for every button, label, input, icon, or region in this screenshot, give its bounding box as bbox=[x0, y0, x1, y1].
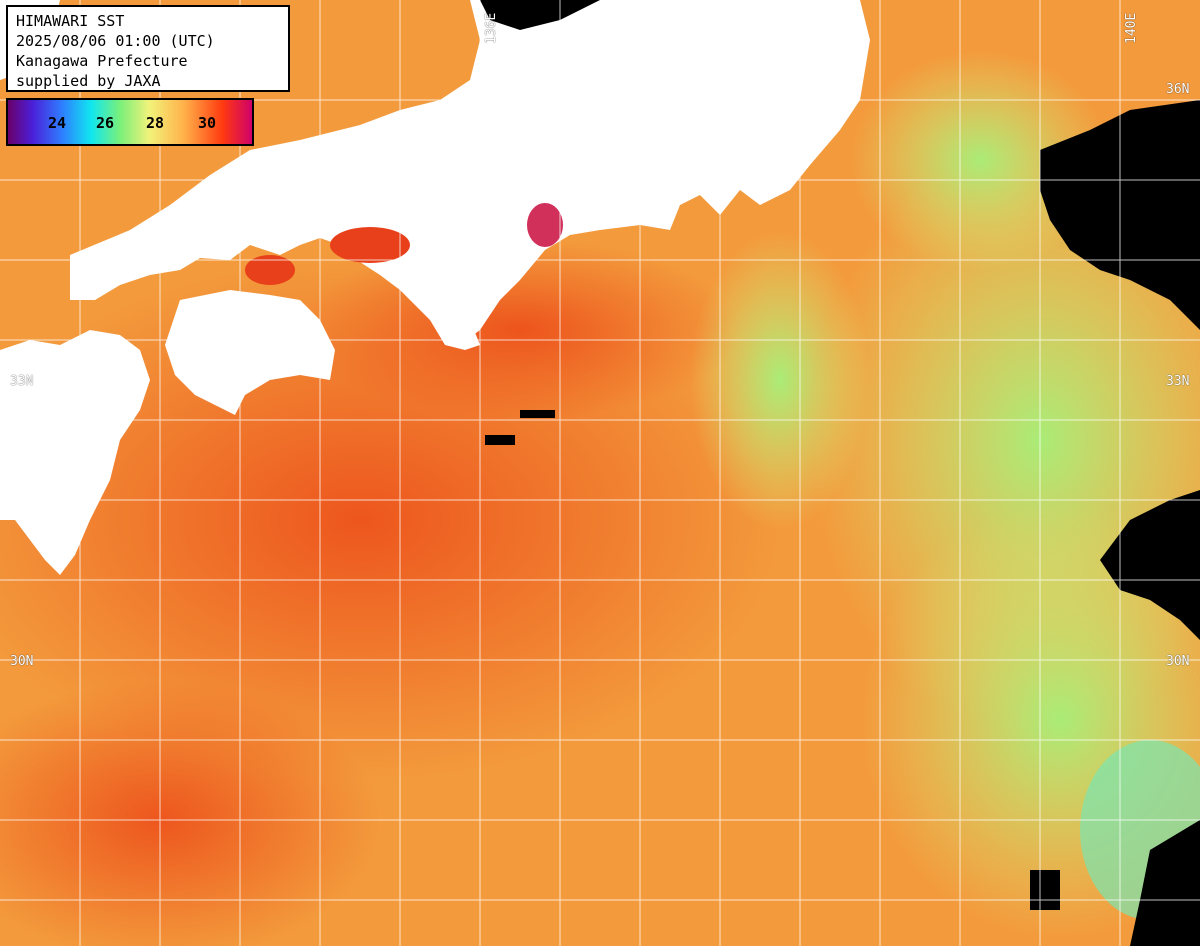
legend-label-28: 28 bbox=[146, 114, 165, 132]
latitude-label-30n-right: 30N bbox=[1166, 654, 1190, 669]
product-name: HIMAWARI SST bbox=[16, 12, 125, 30]
honshu-land bbox=[70, 0, 870, 345]
legend-label-24: 24 bbox=[48, 114, 67, 132]
observation-time: 2025/08/06 01:00 (UTC) bbox=[16, 32, 215, 50]
latitude-label-36n: 36N bbox=[1166, 82, 1190, 97]
latitude-label-33n-left: 33N bbox=[10, 374, 34, 389]
no-data-speck bbox=[485, 435, 515, 445]
longitude-label-140e: 140E bbox=[1124, 12, 1139, 44]
data-source: supplied by JAXA bbox=[16, 72, 161, 90]
latitude-label-30n-left: 30N bbox=[10, 654, 34, 669]
latitude-label-33n-right: 33N bbox=[1166, 374, 1190, 389]
no-data-north-edge bbox=[480, 0, 600, 30]
no-data-southeast bbox=[1130, 820, 1200, 946]
no-data-speck bbox=[1030, 870, 1060, 910]
legend-label-26: 26 bbox=[96, 114, 115, 132]
temperature-color-legend: 24 26 28 30 bbox=[6, 98, 254, 146]
legend-label-30: 30 bbox=[198, 114, 217, 132]
longitude-label-136e: 136E bbox=[484, 12, 499, 44]
shikoku-land bbox=[165, 290, 335, 415]
no-data-east bbox=[1100, 490, 1200, 640]
provider-name: Kanagawa Prefecture bbox=[16, 52, 188, 70]
no-data-speck bbox=[520, 410, 555, 418]
map-title-box: HIMAWARI SST 2025/08/06 01:00 (UTC) Kana… bbox=[6, 5, 290, 92]
kyushu-land bbox=[0, 330, 150, 575]
